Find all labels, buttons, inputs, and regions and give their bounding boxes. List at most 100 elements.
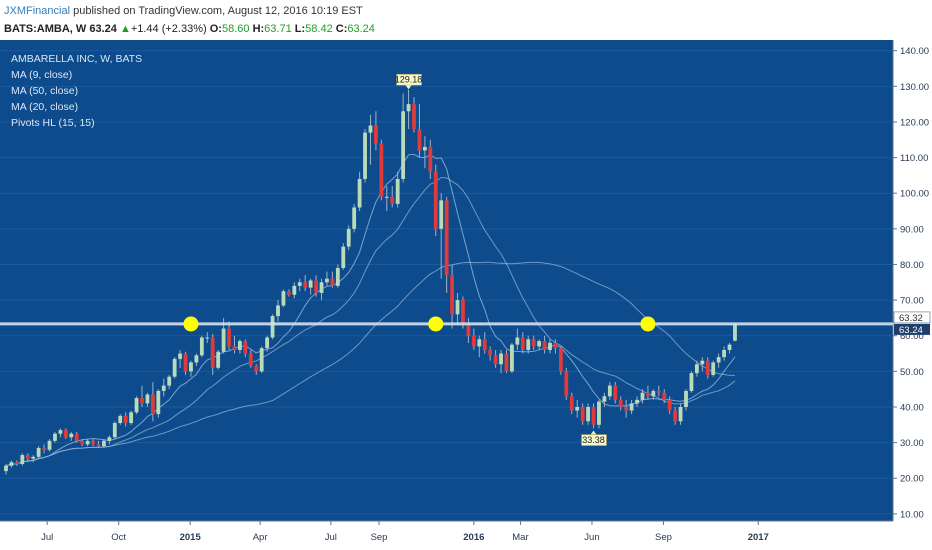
candle-up <box>276 305 280 317</box>
candle-down <box>210 337 215 368</box>
candle-up <box>368 125 373 133</box>
candle-down <box>417 129 422 151</box>
candle-down <box>673 410 678 422</box>
candle-up <box>526 339 531 350</box>
candle-up <box>112 423 117 438</box>
price-tick-label: 110.00 <box>900 153 928 164</box>
publish-info: JXMFinancial published on TradingView.co… <box>4 5 363 17</box>
candle-down <box>646 392 650 397</box>
candle-up <box>406 104 411 112</box>
candle-up <box>308 280 313 288</box>
candle-down <box>286 291 291 295</box>
open-label: O: <box>209 23 222 35</box>
candle-up <box>477 339 482 347</box>
time-axis[interactable] <box>0 521 932 550</box>
candle-up <box>221 328 226 352</box>
candle-up <box>727 344 732 350</box>
indicator-legend-item[interactable]: MA (20, close) <box>11 101 78 113</box>
candle-up <box>31 456 36 459</box>
time-tick-label: Oct <box>111 532 126 543</box>
candle-down <box>466 323 471 336</box>
author-link[interactable]: JXMFinancial <box>4 5 71 17</box>
high-value: 63.71 <box>264 23 292 35</box>
price-axis[interactable] <box>893 40 932 550</box>
candle-up <box>395 178 400 204</box>
candle-up <box>161 385 166 391</box>
candle-down <box>374 125 378 144</box>
time-ticks: Jul Oct 2015 Apr Jul Sep 2016 Mar Jun Sep 2017 <box>41 521 769 543</box>
candle-up <box>319 282 324 293</box>
candle-up <box>733 324 737 341</box>
price-tick-label: 90.00 <box>900 224 924 235</box>
candle-down <box>63 430 68 438</box>
candle-up <box>640 392 645 400</box>
candle-down <box>140 398 144 404</box>
candle-up <box>357 178 362 208</box>
price-change: +1.44 (+2.33%) <box>130 23 207 35</box>
candle-up <box>194 355 199 363</box>
change-arrow-icon: ▲ <box>119 23 131 35</box>
candle-down <box>488 349 493 356</box>
candle-up <box>69 433 74 438</box>
candle-up <box>689 373 694 391</box>
low-label: L: <box>294 23 306 35</box>
candle-down <box>531 339 536 347</box>
candle-down <box>80 440 85 445</box>
time-tick-label: Apr <box>253 532 268 543</box>
candle-down <box>656 390 661 393</box>
candle-up <box>134 398 139 413</box>
candle-down <box>412 104 416 130</box>
candle-up <box>145 394 150 404</box>
candle-down <box>14 462 19 464</box>
candle-up <box>363 132 367 179</box>
pivot-low-box <box>581 434 607 446</box>
candle-up <box>586 406 590 422</box>
candle-up <box>455 300 460 315</box>
candle-down <box>580 406 585 422</box>
indicator-legend-item[interactable]: MA (9, close) <box>11 69 72 81</box>
indicator-legend-item[interactable]: MA (50, close) <box>11 85 78 97</box>
candle-down <box>379 143 384 197</box>
candle-up <box>216 351 221 368</box>
candle-up <box>270 316 275 338</box>
candle-down <box>569 396 574 411</box>
candle-down <box>450 275 454 315</box>
candle-up <box>172 358 177 377</box>
candle-down <box>542 341 547 350</box>
close-value: 63.24 <box>347 23 375 35</box>
price-chart[interactable]: 129.18 33.38 140.00 130.00 120.00 110.00 100.… <box>0 40 932 550</box>
candle-up <box>515 337 520 345</box>
candle-down <box>433 171 438 229</box>
candle-up <box>537 341 542 347</box>
candle-down <box>667 399 672 411</box>
time-tick-label: Jul <box>325 532 337 543</box>
candle-down <box>330 278 335 286</box>
candle-up <box>4 465 8 472</box>
close-label: C: <box>335 23 348 35</box>
candle-up <box>167 376 172 386</box>
candle-down <box>25 455 30 459</box>
low-value: 58.42 <box>305 23 333 35</box>
candle-down <box>232 346 237 350</box>
ma-line-9 <box>5 153 736 467</box>
indicator-legend-item[interactable]: AMBARELLA INC, W, BATS <box>11 53 142 65</box>
candle-down <box>42 447 46 450</box>
pivot-low-pointer <box>590 430 597 435</box>
candle-up <box>118 415 123 424</box>
candle-down <box>254 366 259 372</box>
candle-down <box>243 341 248 354</box>
candle-down <box>96 444 101 447</box>
pivot-low-label: 33.38 <box>582 435 605 445</box>
candle-down <box>705 360 710 375</box>
candle-up <box>341 246 346 269</box>
candle-up <box>722 349 726 358</box>
time-tick-label: Mar <box>512 532 528 543</box>
price-tick-label: 50.00 <box>900 367 924 378</box>
candle-down <box>248 353 253 367</box>
candlesticks <box>4 89 737 475</box>
candle-up <box>716 357 721 363</box>
price-tick-label: 60.00 <box>900 331 924 342</box>
indicator-legend-item[interactable]: Pivots HL (15, 15) <box>11 117 95 129</box>
publish-text: published on TradingView.com, August 12,… <box>73 5 363 17</box>
